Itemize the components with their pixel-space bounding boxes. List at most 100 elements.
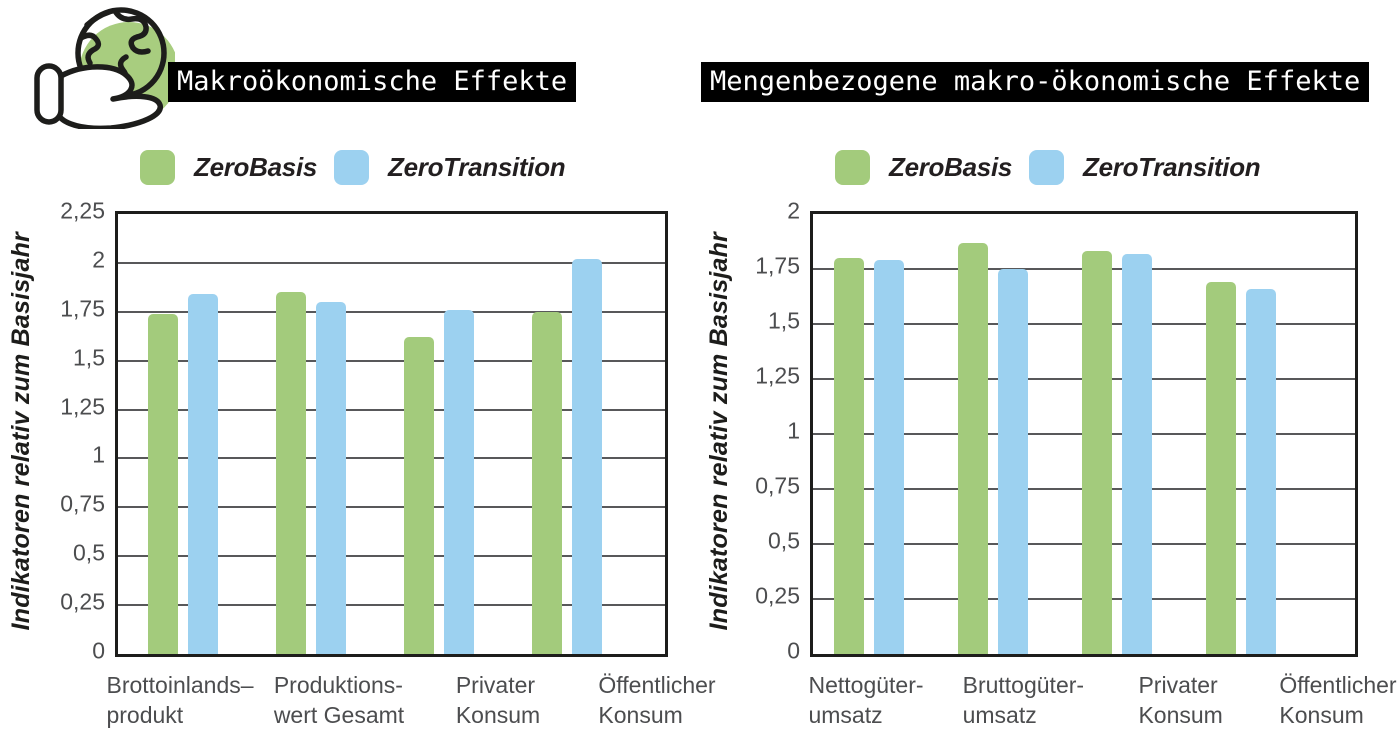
bar-zerobasis: [532, 311, 562, 654]
x-category-label: Privater Konsum: [455, 672, 541, 728]
y-tick-label: 1,5: [73, 344, 105, 371]
gridline: [118, 261, 665, 264]
gridline: [118, 408, 665, 411]
x-category-label: Privater Konsum: [1138, 672, 1223, 728]
legend-item-zerobasis: ZeroBasis: [835, 150, 1012, 185]
bar-group: [1206, 214, 1276, 654]
gridline: [118, 555, 665, 558]
x-category: Privater Konsum: [456, 670, 540, 730]
x-axis-row: Brottoinlands– produkt Produktions- wert …: [0, 670, 755, 730]
bars-layer: [118, 214, 665, 654]
bar-zerobasis: [1206, 282, 1236, 654]
y-tick-label: 2: [92, 246, 105, 273]
x-axis-spacer: [0, 670, 115, 730]
y-tick-label: 0,75: [755, 472, 800, 499]
y-axis-ticks: 0 0,25 0,5 0,75 1 1,25 1,5 1,75 2: [743, 199, 810, 662]
legend: ZeroBasis ZeroTransition: [835, 150, 1400, 185]
bar-zerobasis: [276, 292, 306, 654]
bar-zerobasis: [404, 337, 434, 654]
x-category-label: Brottoinlands– produkt: [106, 672, 254, 728]
y-tick-label: 0,75: [60, 490, 105, 517]
y-tick-label: 2: [787, 197, 800, 224]
chart-body: Indikatoren relativ zum Basisjahr 0 0,25 0…: [695, 199, 1400, 662]
legend-label: ZeroBasis: [194, 152, 318, 182]
hand-holding-globe-icon: [34, 7, 175, 129]
x-axis-spacer: [695, 670, 810, 730]
x-category: Öffentlicher Konsum: [1279, 670, 1396, 730]
x-category-label: Nettogüter- umsatz: [808, 672, 924, 728]
bar-zerobasis: [958, 242, 988, 654]
bar-group: [532, 214, 602, 654]
y-tick-label: 2,25: [60, 197, 105, 224]
bar-zerotransition: [874, 260, 904, 654]
bar-zerotransition: [316, 302, 346, 654]
legend-item-zerotransition: ZeroTransition: [334, 150, 566, 185]
y-axis-ticks: 0 0,25 0,5 0,75 1 1,25 1,5 1,75 2 2,25: [42, 199, 115, 662]
x-category: Bruttogüter- umsatz: [963, 670, 1084, 730]
x-category: Produktions- wert Gesamt: [274, 670, 404, 730]
logo-hand: [34, 63, 163, 129]
bar-zerobasis: [1082, 251, 1112, 654]
x-axis-row: Nettogüter- umsatz Bruttogüter- umsatz Pri…: [695, 670, 1400, 730]
x-category: Brottoinlands– produkt: [106, 670, 253, 730]
plot-area: [115, 211, 668, 657]
gridline: [118, 310, 665, 313]
y-tick-label: 1,75: [755, 252, 800, 279]
y-tick-label: 1,25: [755, 362, 800, 389]
x-category-label: Öffentlicher Konsum: [598, 672, 716, 728]
x-category: Nettogüter- umsatz: [808, 670, 923, 730]
plot-area: [810, 211, 1358, 657]
y-tick-label: 1,5: [768, 307, 800, 334]
legend-label: ZeroTransition: [1083, 152, 1261, 182]
x-axis-labels: Brottoinlands– produkt Produktions- wert …: [106, 670, 755, 730]
x-axis-labels: Nettogüter- umsatz Bruttogüter- umsatz Pri…: [808, 670, 1400, 730]
bar-group: [958, 214, 1028, 654]
bar-group: [276, 214, 346, 654]
chart-title-right: Mengenbezogene makro-ökonomische Effekte: [701, 62, 1370, 102]
bar-zerotransition: [444, 309, 474, 654]
gridline: [118, 457, 665, 460]
x-category-label: Bruttogüter- umsatz: [962, 672, 1085, 728]
logo-globe-outline: [75, 7, 167, 99]
x-category: Privater Konsum: [1138, 670, 1222, 730]
bar-group: [834, 214, 904, 654]
legend-item-zerobasis: ZeroBasis: [140, 150, 317, 185]
chart-body: Indikatoren relativ zum Basisjahr 0 0,25 0…: [0, 199, 755, 662]
bar-group: [1082, 214, 1152, 654]
legend-swatch: [334, 150, 370, 185]
y-tick-label: 0,25: [60, 588, 105, 615]
legend: ZeroBasis ZeroTransition: [140, 150, 755, 185]
y-axis-label-column: Indikatoren relativ zum Basisjahr: [0, 211, 42, 651]
legend-swatch: [1029, 150, 1065, 185]
chart-macroeconomic-effects: ZeroBasis ZeroTransition Indikatoren rela…: [0, 140, 755, 730]
gridline: [118, 506, 665, 509]
chart-quantity-macroeconomic-effects: ZeroBasis ZeroTransition Indikatoren rela…: [695, 140, 1400, 730]
bar-group: [148, 214, 218, 654]
y-tick-label: 0,5: [768, 527, 800, 554]
y-tick-label: 1,25: [60, 393, 105, 420]
x-category: Öffentlicher Konsum: [598, 670, 715, 730]
y-axis-label: Indikatoren relativ zum Basisjahr: [704, 231, 733, 631]
legend-label: ZeroTransition: [388, 152, 566, 182]
y-tick-label: 0: [787, 637, 800, 664]
y-tick-label: 1: [92, 441, 105, 468]
bar-group: [404, 214, 474, 654]
x-category-label: Öffentlicher Konsum: [1279, 672, 1397, 728]
legend-item-zerotransition: ZeroTransition: [1029, 150, 1261, 185]
bar-zerotransition: [188, 294, 218, 654]
bar-zerotransition: [572, 258, 602, 654]
bar-zerotransition: [1122, 253, 1152, 654]
gridline: [118, 359, 665, 362]
y-tick-label: 0: [92, 637, 105, 664]
y-tick-label: 1: [787, 417, 800, 444]
legend-label: ZeroBasis: [889, 152, 1013, 182]
y-axis-label-column: Indikatoren relativ zum Basisjahr: [695, 211, 743, 651]
bars-layer: [813, 214, 1355, 654]
y-tick-label: 1,75: [60, 295, 105, 322]
gridline: [118, 604, 665, 607]
legend-swatch: [835, 150, 870, 185]
bar-zerotransition: [1246, 288, 1276, 654]
y-tick-label: 0,5: [73, 539, 105, 566]
y-tick-label: 0,25: [755, 582, 800, 609]
